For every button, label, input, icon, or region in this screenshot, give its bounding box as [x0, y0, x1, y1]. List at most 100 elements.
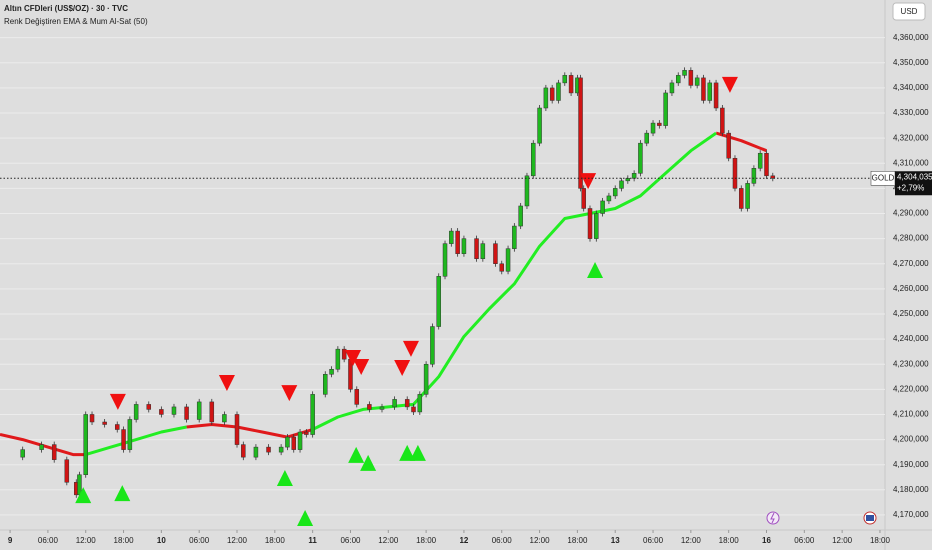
candle-body [121, 429, 126, 450]
candle-body [713, 82, 719, 109]
candle-body [449, 230, 454, 244]
sell-signal [344, 349, 361, 366]
x-tick-label: 12:00 [378, 536, 399, 545]
candle-body [436, 276, 441, 327]
candle-body [297, 431, 303, 450]
sell-signal [281, 385, 298, 402]
candle-body [631, 173, 637, 179]
x-tick-label: 06:00 [38, 536, 59, 545]
y-tick-label: 4,170,000 [893, 510, 929, 519]
x-tick-label: 12:00 [681, 536, 702, 545]
x-tick-label: 18:00 [265, 536, 286, 545]
currency-label[interactable]: USD [901, 7, 918, 16]
candle-body [461, 238, 467, 254]
sell-signal [402, 340, 419, 357]
candle-body [650, 122, 656, 134]
candle-body [499, 263, 505, 272]
candle-body [159, 409, 164, 415]
candle-body [51, 444, 57, 460]
buy-signal [348, 446, 365, 463]
candle-body [531, 142, 536, 177]
candle-body [417, 394, 423, 413]
x-tick-label: 18:00 [114, 536, 135, 545]
sell-signal [721, 76, 738, 93]
candle-body [675, 75, 681, 84]
candle-body [612, 188, 618, 197]
candle-body [745, 183, 750, 209]
x-tick-label: 10 [157, 536, 166, 545]
x-tick-label: 12:00 [832, 536, 853, 545]
y-tick-label: 4,240,000 [893, 334, 929, 343]
x-tick-label: 18:00 [567, 536, 588, 545]
candle-body [543, 87, 549, 109]
candle-body [663, 92, 668, 126]
buy-signal [297, 509, 314, 526]
candle-body [335, 348, 341, 370]
x-tick-label: 18:00 [719, 536, 740, 545]
x-tick-label: 06:00 [643, 536, 664, 545]
candle-body [39, 444, 44, 450]
candle-body [770, 175, 776, 179]
x-tick-label: 18:00 [416, 536, 437, 545]
candle-body [89, 414, 95, 423]
price-label: 4,304,035 [897, 172, 932, 181]
candle-body [764, 152, 769, 177]
candle-body [77, 474, 82, 496]
buy-signal [360, 454, 377, 471]
y-tick-label: 4,190,000 [893, 460, 929, 469]
candle-body [367, 404, 372, 410]
candle-body [423, 363, 429, 395]
candle-body [329, 368, 334, 375]
candle-body [392, 399, 397, 408]
y-tick-label: 4,320,000 [893, 133, 929, 142]
y-tick-label: 4,350,000 [893, 58, 929, 67]
candle-body [64, 459, 70, 483]
candle-body [133, 404, 139, 420]
candle-body [493, 243, 498, 264]
candle-body [266, 446, 271, 453]
y-tick-label: 4,310,000 [893, 158, 929, 167]
candle-body [341, 348, 347, 360]
candle-body [682, 70, 687, 76]
candle-body [411, 406, 416, 413]
candle-body [241, 444, 246, 458]
y-tick-label: 4,180,000 [893, 485, 929, 494]
candle-body [291, 436, 296, 450]
change-label: +2,79% [897, 183, 924, 192]
currency-button[interactable] [892, 2, 926, 21]
candle-body [455, 230, 460, 254]
buy-signal [409, 444, 426, 461]
y-tick-label: 4,220,000 [893, 384, 929, 393]
candle-body [253, 446, 259, 458]
grid [0, 37, 885, 516]
candle-body [102, 421, 107, 425]
candle-body [701, 77, 706, 101]
candle-body [694, 77, 700, 86]
x-tick-label: 12:00 [76, 536, 97, 545]
candle-body [518, 205, 523, 227]
event-bolt [770, 512, 775, 524]
candle-body [619, 180, 624, 189]
event-icon[interactable] [766, 511, 780, 525]
candle-body [512, 225, 517, 249]
sell-signal [109, 393, 126, 410]
candle-body [304, 431, 309, 435]
candle-body [83, 414, 88, 475]
candle-body [442, 243, 448, 277]
candle-body [657, 122, 662, 126]
candle-body [379, 406, 385, 410]
candle-body [739, 188, 744, 209]
x-tick-label: 16 [762, 536, 771, 545]
candle-body [751, 168, 757, 184]
candle-body [474, 238, 479, 259]
x-tick-label: 9 [8, 536, 13, 545]
y-tick-label: 4,210,000 [893, 410, 929, 419]
buy-signal [276, 470, 293, 487]
x-tick-label: 06:00 [189, 536, 210, 545]
candle-body [354, 389, 360, 405]
candle-body [234, 414, 240, 445]
candle-body [171, 406, 177, 415]
candle-body [524, 175, 530, 207]
